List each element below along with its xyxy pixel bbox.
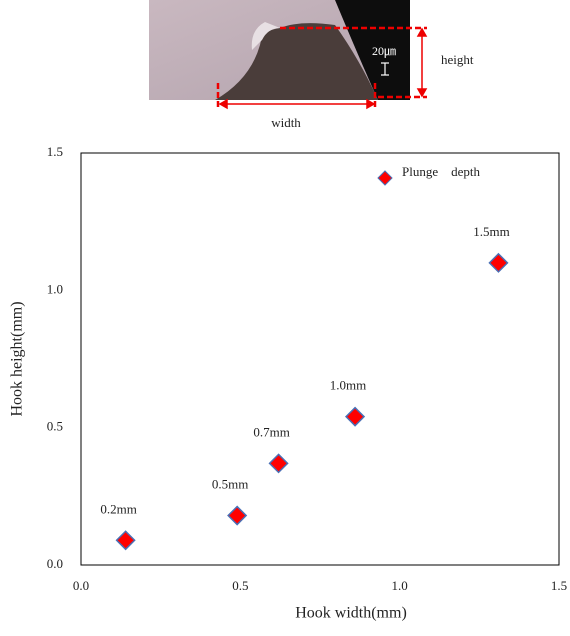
x-tick-label: 0.5 <box>232 578 248 593</box>
point-label: 1.0mm <box>330 378 366 393</box>
x-tick-label: 1.5 <box>551 578 567 593</box>
point <box>228 507 246 525</box>
y-tick-label: 1.0 <box>47 281 63 296</box>
point-label: 0.2mm <box>100 501 136 516</box>
point-label: 0.5mm <box>212 477 248 492</box>
point-label: 1.5mm <box>473 224 509 239</box>
annotation: width <box>271 115 301 130</box>
x-axis-label: Hook width(mm) <box>295 605 407 622</box>
point <box>117 531 135 549</box>
legend-label: Plunge depth <box>402 164 480 179</box>
y-tick-label: 0.0 <box>47 556 63 571</box>
point <box>346 408 364 426</box>
point <box>489 254 507 272</box>
plot-area <box>81 153 559 565</box>
y-tick-label: 0.5 <box>47 419 63 434</box>
scale-label: 20㎛ <box>372 44 396 58</box>
annotation: height <box>441 52 474 67</box>
point-label: 0.7mm <box>253 424 289 439</box>
point <box>270 454 288 472</box>
y-tick-label: 1.5 <box>47 144 63 159</box>
y-axis-label: Hook height(mm) <box>9 301 26 416</box>
chart: 20㎛ height width Hook width(mm) Hook hei… <box>0 0 570 631</box>
x-tick-label: 0.0 <box>73 578 89 593</box>
x-tick-label: 1.0 <box>392 578 408 593</box>
page: 20㎛ height width Hook width(mm) Hook hei… <box>0 0 570 636</box>
legend-marker <box>378 171 392 185</box>
